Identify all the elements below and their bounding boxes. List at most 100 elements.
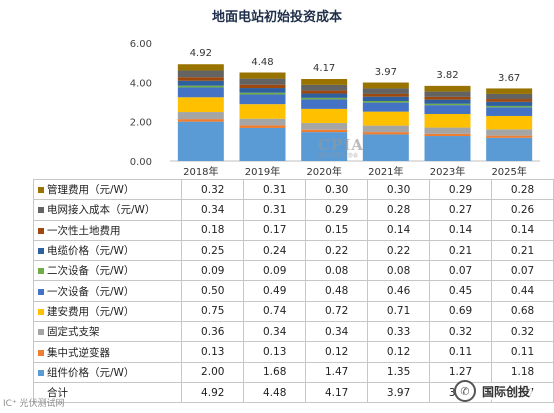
value-cell: 0.14 [367, 219, 431, 241]
bar-segment [177, 112, 224, 120]
bar-segment [301, 99, 348, 109]
value-cell: 0.31 [243, 178, 307, 201]
footer-source-watermark: IC⁺ 光伏测试网 [3, 399, 65, 409]
value-cell: 0.32 [181, 178, 245, 201]
bar-segment [424, 127, 471, 134]
bar-segment [177, 87, 224, 98]
series-label-cell: 建安费用（元/W） [32, 300, 183, 323]
value-cell: 0.13 [243, 341, 307, 363]
series-name: 固定式支架 [47, 326, 100, 339]
value-cell: 0.27 [429, 199, 493, 221]
table-row: 管理费用（元/W） 0.32 0.31 0.30 0.30 0.29 0.28 [32, 178, 554, 201]
bar-segment [486, 88, 533, 94]
cpia-watermark-subtext: 中国光伏行业协会 [318, 153, 359, 159]
total-label: 4.48 [251, 57, 273, 68]
series-label-cell: 管理费用（元/W） [32, 178, 183, 201]
x-tick-label: 2025年 [491, 165, 526, 178]
value-cell: 0.25 [181, 239, 245, 262]
bar-segment [177, 85, 224, 88]
bar-segment [424, 105, 471, 114]
chart-plot: 0.00 2.00 4.00 6.00 4.92 2018年 4.48 2019年 4.17 20… [130, 39, 540, 178]
y-tick-label: 0.00 [130, 157, 152, 168]
table-row: 固定式支架 0.36 0.34 0.34 0.33 0.32 0.32 [32, 321, 554, 343]
series-label-cell: 组件价格（元/W） [32, 361, 183, 383]
bar-segment [301, 108, 348, 124]
bar-segment [362, 93, 409, 97]
y-tick-label: 6.00 [130, 39, 152, 50]
value-cell: 0.29 [305, 199, 369, 221]
value-cell: 0.36 [181, 321, 245, 343]
bar-segment [424, 133, 471, 137]
bar-segment [239, 94, 286, 105]
bar-segment [239, 92, 286, 95]
bar-segment [239, 78, 286, 85]
total-label: 3.82 [436, 70, 458, 81]
legend-swatch [38, 207, 44, 214]
bar-segment [486, 107, 533, 116]
y-tick-label: 4.00 [130, 78, 152, 89]
value-cell: 0.22 [367, 239, 431, 262]
value-cell: 0.69 [429, 300, 493, 323]
bar-segment [424, 113, 471, 128]
bar-segment [177, 80, 224, 86]
bar-segment [301, 78, 348, 85]
bar-segment [301, 129, 348, 133]
bar-segment [177, 97, 224, 113]
bar-segment [239, 118, 286, 126]
value-cell: 0.14 [491, 219, 554, 241]
bar-segment [362, 102, 409, 112]
bar-segment [424, 99, 471, 104]
legend-swatch [38, 187, 44, 194]
bar-segment [301, 90, 348, 94]
bar-segment [301, 123, 348, 130]
value-cell: 0.21 [429, 239, 493, 262]
bar-segment [486, 115, 533, 130]
value-cell: 0.45 [429, 280, 493, 302]
value-cell: 1.27 [429, 361, 493, 383]
value-cell: 0.21 [491, 239, 554, 262]
total-value-cell: 3.97 [367, 381, 431, 404]
value-cell: 0.09 [243, 260, 307, 282]
value-cell: 0.44 [491, 280, 554, 302]
total-value-cell: 4.92 [181, 381, 245, 404]
total-label: 3.97 [375, 67, 397, 78]
bar-segment [486, 99, 533, 102]
bar-segment [362, 125, 409, 133]
legend-swatch [38, 308, 44, 315]
bar-segment [486, 105, 533, 108]
bar-segment [239, 84, 286, 89]
value-cell: 1.47 [305, 361, 369, 383]
bar-segment [177, 119, 224, 122]
legend-swatch [38, 227, 44, 234]
value-cell: 0.75 [181, 300, 245, 323]
value-cell: 0.09 [181, 260, 245, 282]
bar-segment [362, 101, 409, 103]
value-cell: 0.24 [243, 239, 307, 262]
value-cell: 1.35 [367, 361, 431, 383]
bar-segment [177, 121, 224, 161]
bar-segment [239, 125, 286, 128]
table-row: 电网接入成本（元/W） 0.34 0.31 0.29 0.28 0.27 0.26 [32, 199, 554, 221]
series-name: 电缆价格（元/W） [47, 245, 135, 258]
bar-segment [301, 84, 348, 91]
value-cell: 0.31 [243, 199, 307, 221]
value-cell: 0.13 [181, 341, 245, 363]
table-row: 一次性土地费用 0.18 0.17 0.15 0.14 0.14 0.14 [32, 219, 554, 241]
total-label-cell: 合计 [32, 381, 183, 404]
legend-swatch [38, 369, 44, 376]
series-name: 管理费用（元/W） [47, 184, 135, 197]
value-cell: 0.33 [367, 321, 431, 343]
series-name: 电网接入成本（元/W） [47, 204, 156, 217]
x-tick-label: 2018年 [183, 165, 218, 178]
series-name: 一次性土地费用 [47, 224, 121, 237]
brand-badge: ✆ 国际创投 [454, 380, 533, 402]
table-row: 组件价格（元/W） 2.00 1.68 1.47 1.35 1.27 1.18 [32, 361, 554, 383]
series-name: 一次设备（元/W） [47, 285, 135, 298]
table-row: 二次设备（元/W） 0.09 0.09 0.08 0.08 0.07 0.07 [32, 260, 554, 282]
brand-text: 国际创投 [480, 382, 533, 400]
series-label-cell: 一次性土地费用 [32, 219, 183, 241]
series-name: 建安费用（元/W） [47, 305, 135, 318]
value-cell: 0.07 [491, 260, 554, 282]
series-label-cell: 电缆价格（元/W） [32, 239, 183, 262]
bar-segment [239, 72, 286, 79]
